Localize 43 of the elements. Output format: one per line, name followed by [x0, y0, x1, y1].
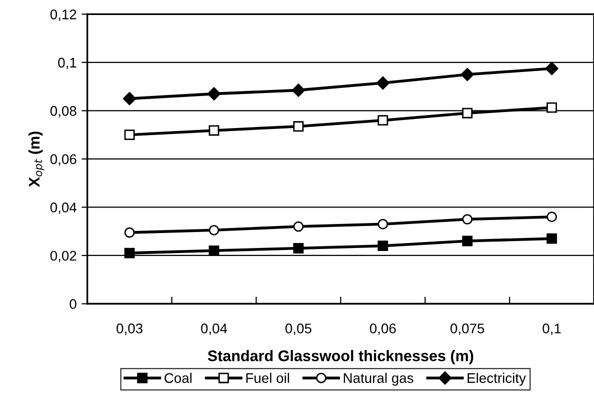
y-tick-label: 0,12 [50, 10, 76, 21]
point [122, 92, 136, 106]
x-tick-label: 0,075 [450, 324, 484, 336]
y-tick-label: 0,04 [50, 202, 76, 214]
point [124, 130, 135, 140]
point [293, 243, 304, 254]
point [462, 108, 473, 118]
point [462, 214, 473, 224]
x-tick-label: 0,04 [201, 324, 228, 336]
point [460, 68, 474, 82]
point [208, 245, 220, 256]
point [462, 236, 473, 246]
point [378, 240, 388, 252]
y-axis-title: X$_{opt}$ (m) [28, 132, 44, 188]
point [546, 102, 557, 113]
point [545, 62, 558, 76]
legend-label: Coal [164, 372, 192, 383]
point [207, 87, 221, 100]
x-tick-label: 0,05 [285, 324, 312, 336]
y-tick-label: 0,1 [58, 58, 76, 70]
point [293, 121, 304, 132]
y-tick-label: 0 [70, 299, 76, 309]
point [378, 218, 388, 230]
x-tick-label: 0,03 [116, 324, 142, 336]
legend-label: Natural gas [344, 372, 414, 386]
point [546, 233, 557, 244]
point [376, 76, 390, 90]
point [293, 221, 304, 232]
legend-label: Electricity [468, 372, 526, 386]
point [124, 248, 135, 258]
x-tick-label: 0,1 [542, 324, 561, 336]
point [378, 115, 388, 126]
point [292, 84, 306, 97]
point [208, 125, 220, 136]
y-tick-label: 0,08 [50, 106, 76, 118]
point [208, 224, 220, 236]
y-tick-label: 0,06 [50, 154, 76, 166]
point [546, 212, 557, 222]
y-tick-label: 0,02 [50, 250, 76, 262]
point [124, 227, 135, 238]
legend-label: Fuel oil [246, 372, 290, 383]
x-tick-label: 0,06 [370, 324, 396, 336]
x-axis-title: Standard Glasswool thicknesses (m) [208, 350, 474, 364]
